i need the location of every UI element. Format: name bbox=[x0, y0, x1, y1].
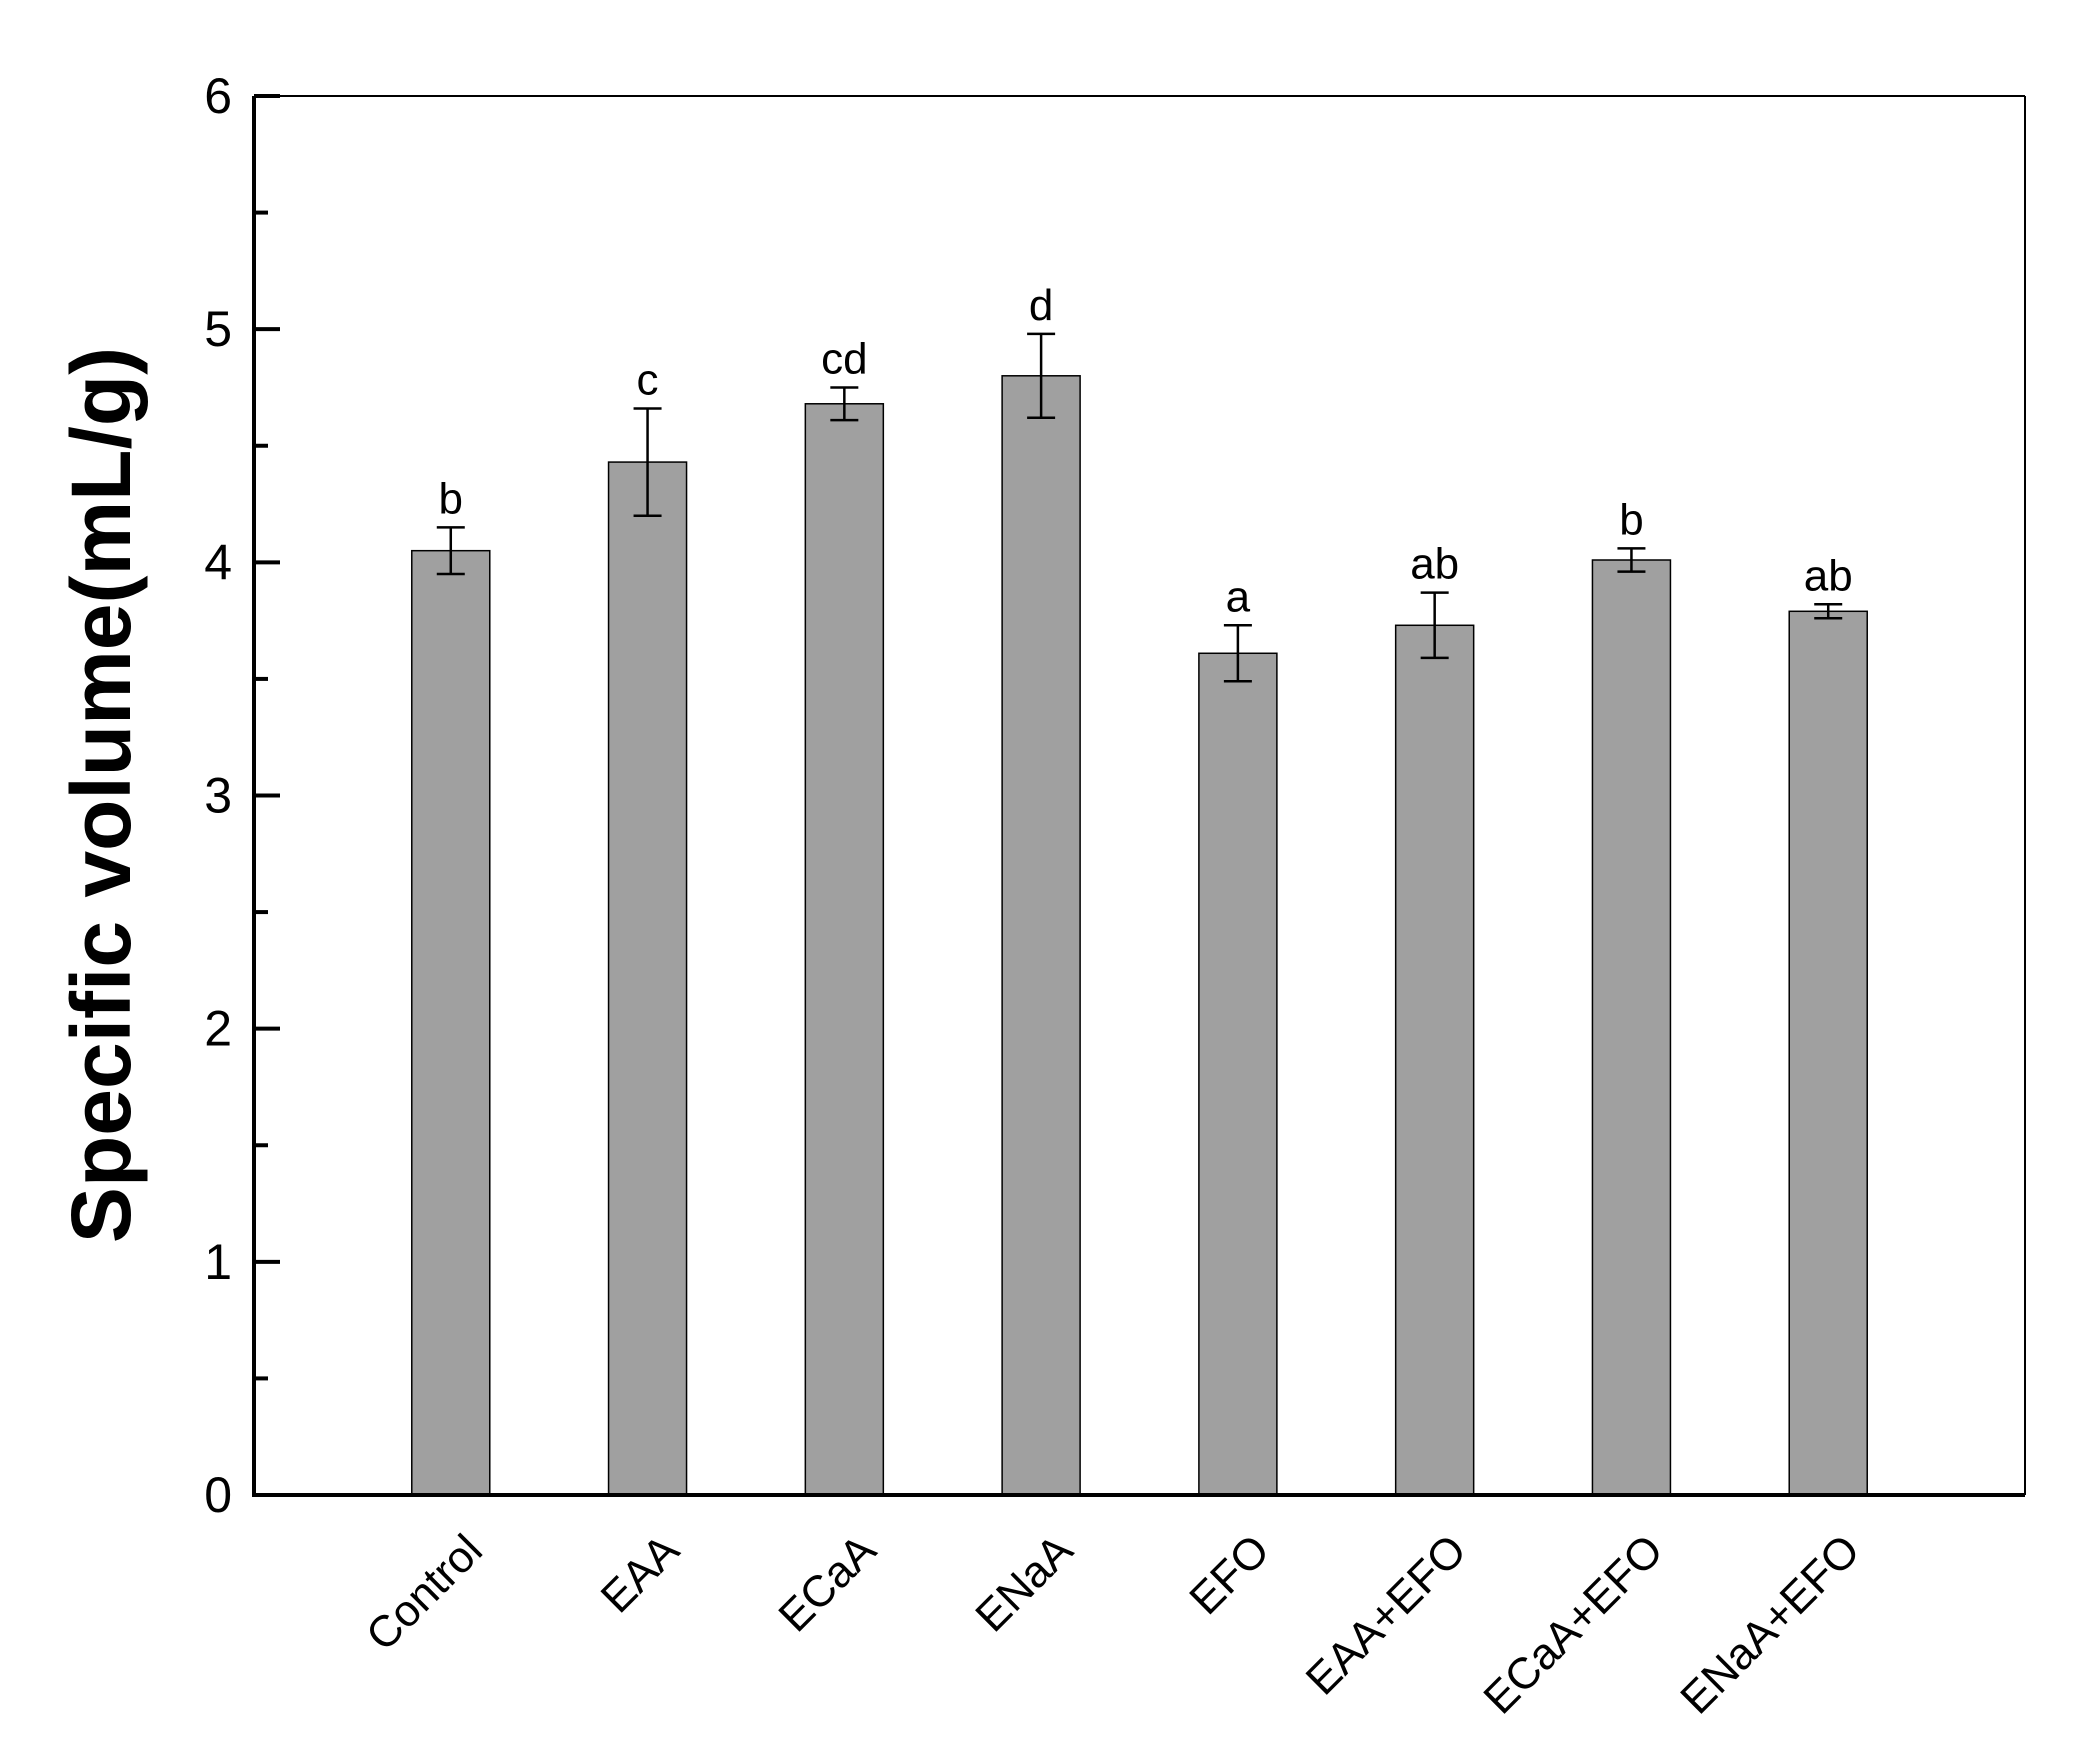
significance-label: d bbox=[1029, 281, 1053, 330]
significance-label: ab bbox=[1410, 540, 1459, 589]
y-tick-label: 2 bbox=[204, 1001, 232, 1057]
bar bbox=[607, 461, 688, 1496]
significance-label: cd bbox=[821, 334, 867, 383]
significance-label: a bbox=[1226, 572, 1251, 621]
x-tick-label: ECaA+EFO bbox=[1474, 1525, 1672, 1723]
bar bbox=[1198, 652, 1278, 1496]
x-tick-label: ENaA+EFO bbox=[1671, 1525, 1869, 1723]
significance-label: b bbox=[1619, 495, 1643, 544]
bar bbox=[1001, 375, 1081, 1496]
y-tick-label: 5 bbox=[204, 301, 232, 357]
y-tick-label: 3 bbox=[204, 768, 232, 824]
bar bbox=[1788, 610, 1868, 1496]
x-tick-label: EAA bbox=[592, 1525, 689, 1622]
significance-label: c bbox=[637, 355, 659, 404]
bar bbox=[1394, 624, 1475, 1496]
x-tick-label: EAA+EFO bbox=[1297, 1525, 1476, 1704]
y-axis-label: Specific volume(mL/g) bbox=[54, 347, 148, 1243]
y-tick-label: 1 bbox=[204, 1234, 232, 1290]
x-tick-label: Control bbox=[357, 1525, 492, 1660]
x-tick-label: ECaA bbox=[769, 1525, 885, 1641]
bar bbox=[804, 403, 885, 1496]
x-tick-label: EFO bbox=[1180, 1525, 1279, 1624]
y-tick-label: 0 bbox=[204, 1467, 232, 1523]
significance-label: b bbox=[439, 474, 463, 523]
y-tick-label: 4 bbox=[204, 534, 232, 590]
significance-label: ab bbox=[1804, 551, 1853, 600]
y-tick-label: 6 bbox=[204, 68, 232, 124]
bar bbox=[1591, 559, 1672, 1496]
x-tick-label: ENaA bbox=[966, 1525, 1082, 1641]
bar bbox=[411, 549, 491, 1496]
